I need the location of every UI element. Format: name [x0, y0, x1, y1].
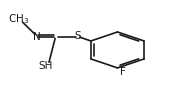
- Text: S: S: [75, 31, 81, 41]
- Text: F: F: [120, 67, 126, 77]
- Text: CH$_3$: CH$_3$: [8, 12, 29, 26]
- Text: SH: SH: [39, 61, 53, 71]
- Text: N: N: [33, 32, 41, 42]
